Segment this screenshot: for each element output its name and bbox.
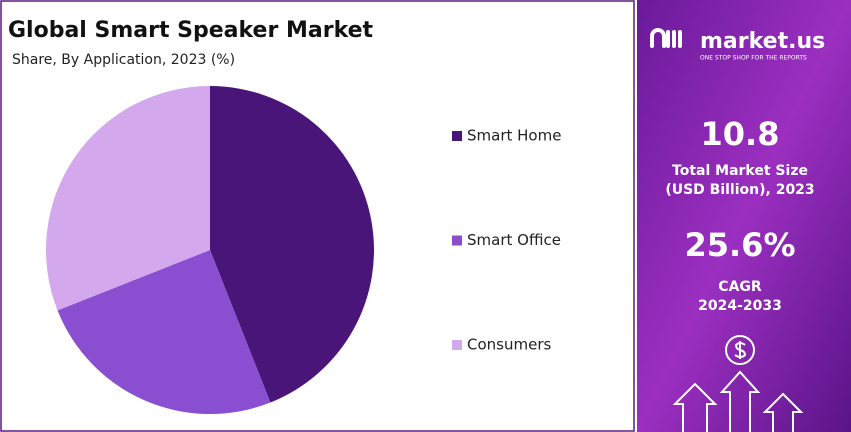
pie-slice	[210, 86, 375, 403]
legend-label: Smart Home	[467, 127, 561, 145]
tagline: ONE STOP SHOP FOR THE REPORTS	[700, 55, 807, 62]
legend: Smart Home Smart Office Consumers	[452, 127, 561, 354]
cagr-label: CAGR	[718, 279, 762, 295]
info-panel	[637, 0, 851, 432]
legend-label: Smart Office	[467, 231, 561, 249]
market-size-label: (USD Billion), 2023	[665, 182, 814, 198]
legend-swatch	[452, 235, 462, 246]
cagr: 25.6%	[684, 226, 795, 264]
brand: market.us	[700, 29, 825, 54]
pie-slice	[57, 250, 271, 414]
market-size: 10.8	[701, 115, 780, 153]
legend-swatch	[452, 340, 462, 350]
market-size-label: Total Market Size	[672, 163, 808, 179]
legend-swatch	[452, 131, 462, 141]
pie	[45, 86, 375, 414]
legend-label: Consumers	[467, 336, 551, 354]
logo	[650, 28, 682, 48]
cagr-label: 2024-2033	[698, 298, 782, 314]
chart-title: Global Smart Speaker Market	[8, 18, 374, 43]
chart-subtitle: Share, By Application, 2023 (%)	[12, 52, 235, 68]
pie-slice	[45, 86, 210, 311]
decoration	[672, 335, 804, 432]
